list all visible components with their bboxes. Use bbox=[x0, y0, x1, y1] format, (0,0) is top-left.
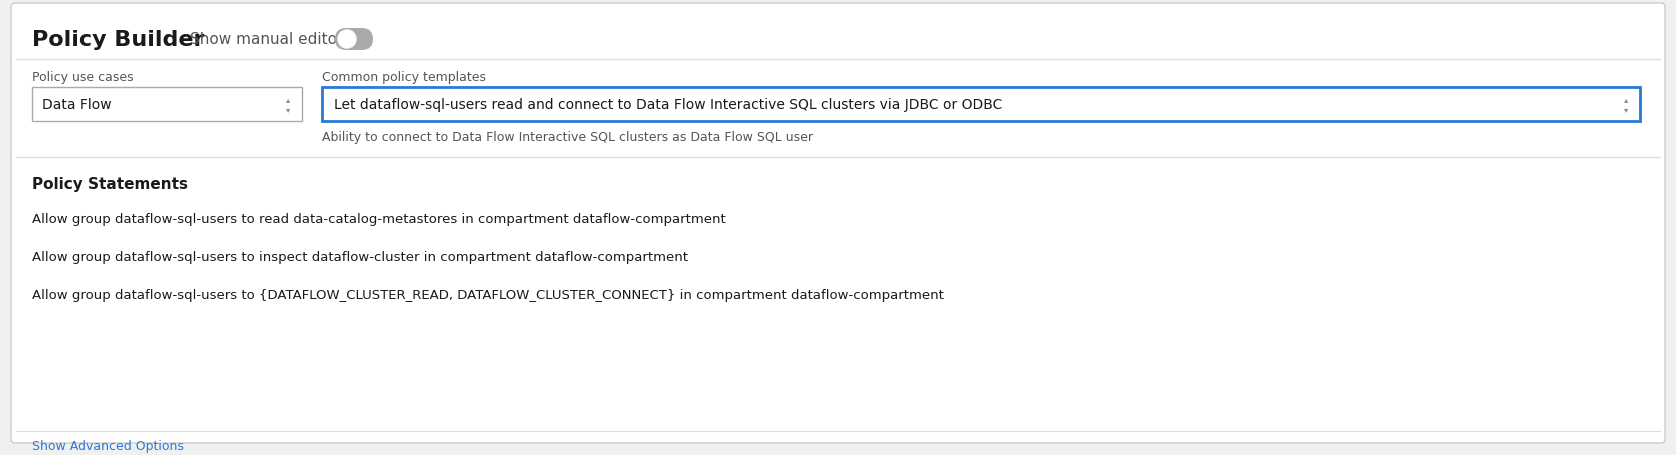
Text: Allow group dataflow-sql-users to read data-catalog-metastores in compartment da: Allow group dataflow-sql-users to read d… bbox=[32, 213, 726, 226]
Text: Policy use cases: Policy use cases bbox=[32, 71, 134, 84]
Text: ▾: ▾ bbox=[287, 105, 290, 114]
Text: Policy Builder: Policy Builder bbox=[32, 30, 204, 50]
Text: Policy Statements: Policy Statements bbox=[32, 177, 188, 192]
FancyBboxPatch shape bbox=[322, 88, 1641, 122]
Text: Show manual editor: Show manual editor bbox=[189, 32, 344, 47]
FancyBboxPatch shape bbox=[32, 88, 302, 122]
Text: Let dataflow-sql-users read and connect to Data Flow Interactive SQL clusters vi: Let dataflow-sql-users read and connect … bbox=[334, 98, 1002, 112]
Text: Allow group dataflow-sql-users to inspect dataflow-cluster in compartment datafl: Allow group dataflow-sql-users to inspec… bbox=[32, 251, 689, 264]
Circle shape bbox=[339, 31, 355, 49]
FancyBboxPatch shape bbox=[12, 4, 1664, 443]
Text: Common policy templates: Common policy templates bbox=[322, 71, 486, 84]
Text: ▴: ▴ bbox=[1624, 95, 1627, 104]
Text: Allow group dataflow-sql-users to {DATAFLOW_CLUSTER_READ, DATAFLOW_CLUSTER_CONNE: Allow group dataflow-sql-users to {DATAF… bbox=[32, 289, 944, 302]
Text: Ability to connect to Data Flow Interactive SQL clusters as Data Flow SQL user: Ability to connect to Data Flow Interact… bbox=[322, 131, 813, 144]
Text: Show Advanced Options: Show Advanced Options bbox=[32, 440, 184, 453]
Text: ▴: ▴ bbox=[287, 95, 290, 104]
Text: ▾: ▾ bbox=[1624, 105, 1627, 114]
FancyBboxPatch shape bbox=[335, 29, 374, 51]
Text: Data Flow: Data Flow bbox=[42, 98, 112, 112]
